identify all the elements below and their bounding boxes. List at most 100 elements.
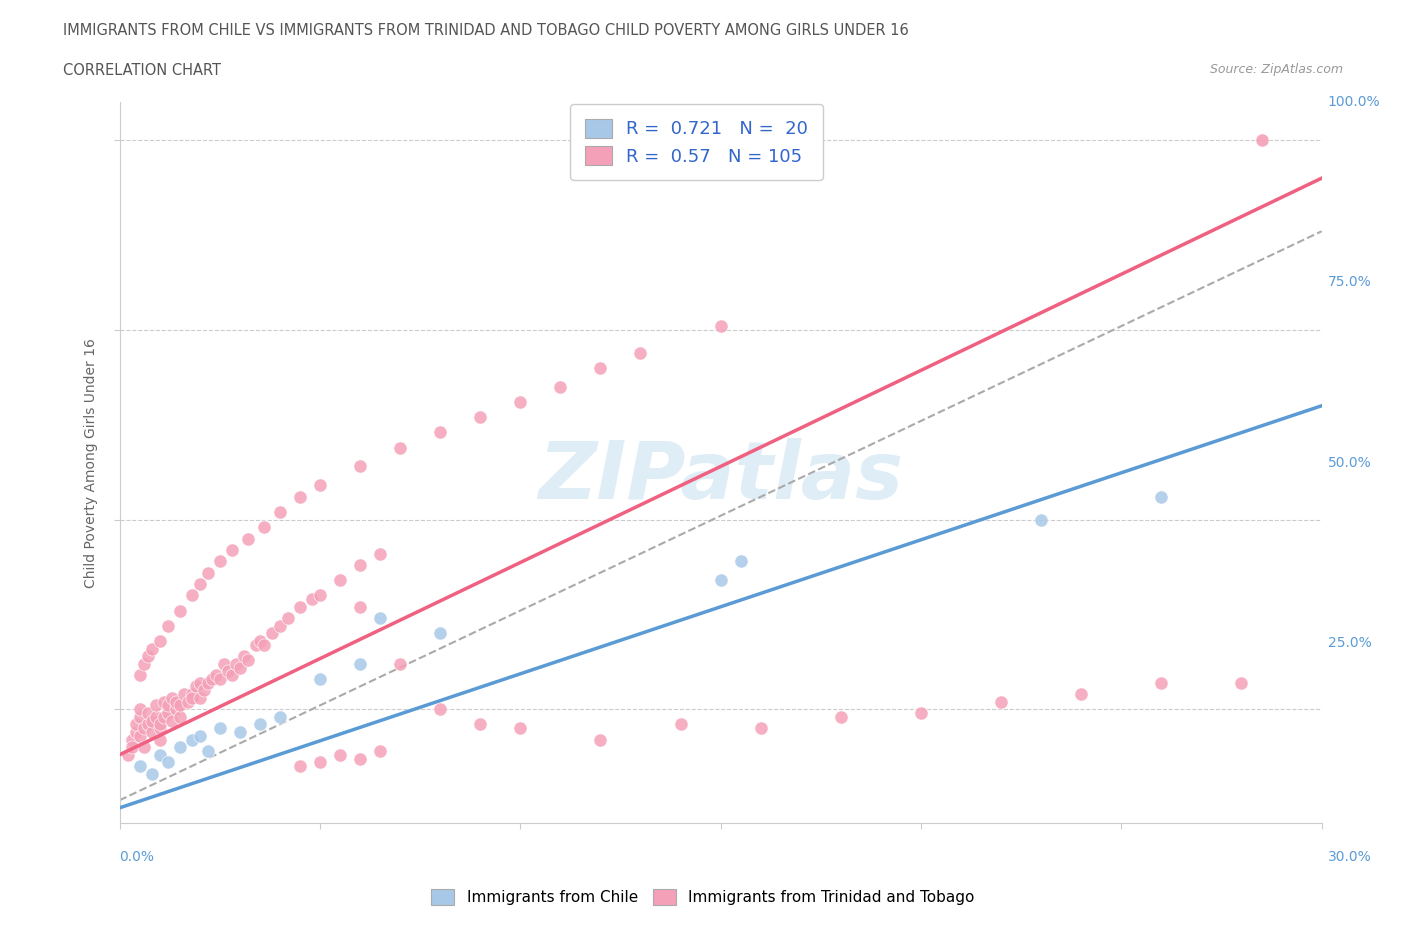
Point — [228, 724, 252, 739]
Point — [260, 626, 283, 641]
Point — [121, 732, 143, 747]
Point — [228, 660, 252, 675]
Legend: R =  0.721   N =  20, R =  0.57   N = 105: R = 0.721 N = 20, R = 0.57 N = 105 — [571, 104, 823, 180]
Point — [128, 702, 150, 717]
Point — [141, 713, 163, 728]
Point — [589, 732, 612, 747]
Point — [253, 520, 276, 535]
Point — [277, 611, 299, 626]
Point — [329, 748, 352, 763]
Point — [990, 694, 1012, 709]
Point — [288, 759, 311, 774]
Point — [368, 744, 391, 759]
Text: Source: ZipAtlas.com: Source: ZipAtlas.com — [1209, 63, 1343, 76]
Point — [132, 721, 155, 736]
Point — [249, 717, 271, 732]
Point — [217, 664, 239, 679]
Point — [1230, 675, 1253, 690]
Point — [709, 319, 731, 334]
Point — [309, 588, 332, 603]
Point — [429, 626, 451, 641]
Point — [180, 588, 202, 603]
Point — [188, 690, 211, 705]
Point — [145, 710, 167, 724]
Point — [253, 637, 276, 652]
Point — [141, 766, 163, 781]
Point — [197, 675, 219, 690]
Point — [128, 728, 150, 743]
Point — [349, 558, 371, 573]
Point — [630, 345, 652, 360]
Point — [156, 755, 179, 770]
Point — [1250, 133, 1272, 148]
Point — [173, 686, 195, 701]
Point — [145, 698, 167, 713]
Text: 75.0%: 75.0% — [1327, 275, 1371, 289]
Text: 0.0%: 0.0% — [120, 850, 155, 865]
Point — [124, 724, 146, 739]
Point — [589, 361, 612, 376]
Point — [1150, 489, 1173, 504]
Point — [429, 702, 451, 717]
Point — [1070, 686, 1092, 701]
Point — [149, 721, 172, 736]
Point — [1029, 512, 1052, 527]
Text: 30.0%: 30.0% — [1327, 850, 1371, 865]
Point — [180, 732, 202, 747]
Text: 25.0%: 25.0% — [1327, 636, 1371, 650]
Point — [180, 686, 202, 701]
Point — [149, 717, 172, 732]
Point — [212, 657, 235, 671]
Text: 100.0%: 100.0% — [1327, 95, 1381, 110]
Point — [136, 717, 159, 732]
Point — [128, 759, 150, 774]
Point — [197, 565, 219, 580]
Point — [204, 668, 226, 683]
Point — [388, 657, 412, 671]
Text: ZIPatlas: ZIPatlas — [538, 438, 903, 516]
Point — [468, 410, 492, 425]
Point — [156, 706, 179, 721]
Point — [509, 394, 531, 409]
Point — [269, 618, 291, 633]
Point — [152, 710, 174, 724]
Point — [169, 739, 191, 754]
Point — [269, 505, 291, 520]
Point — [669, 717, 692, 732]
Point — [160, 713, 183, 728]
Point — [349, 600, 371, 615]
Point — [349, 657, 371, 671]
Point — [201, 671, 224, 686]
Point — [349, 459, 371, 474]
Point — [124, 717, 146, 732]
Text: CORRELATION CHART: CORRELATION CHART — [63, 63, 221, 78]
Point — [141, 724, 163, 739]
Point — [910, 706, 932, 721]
Point — [141, 641, 163, 656]
Point — [245, 637, 267, 652]
Point — [388, 440, 412, 455]
Point — [221, 542, 243, 557]
Point — [149, 748, 172, 763]
Point — [269, 710, 291, 724]
Point — [349, 751, 371, 766]
Point — [288, 600, 311, 615]
Point — [132, 657, 155, 671]
Point — [149, 633, 172, 648]
Point — [169, 710, 191, 724]
Point — [169, 604, 191, 618]
Point — [180, 690, 202, 705]
Point — [117, 748, 139, 763]
Point — [1150, 675, 1173, 690]
Point — [309, 671, 332, 686]
Point — [509, 721, 531, 736]
Point — [208, 721, 231, 736]
Point — [368, 546, 391, 561]
Text: IMMIGRANTS FROM CHILE VS IMMIGRANTS FROM TRINIDAD AND TOBAGO CHILD POVERTY AMONG: IMMIGRANTS FROM CHILE VS IMMIGRANTS FROM… — [63, 23, 910, 38]
Point — [160, 690, 183, 705]
Point — [368, 611, 391, 626]
Point — [188, 577, 211, 591]
Point — [429, 425, 451, 440]
Point — [249, 633, 271, 648]
Point — [236, 531, 259, 546]
